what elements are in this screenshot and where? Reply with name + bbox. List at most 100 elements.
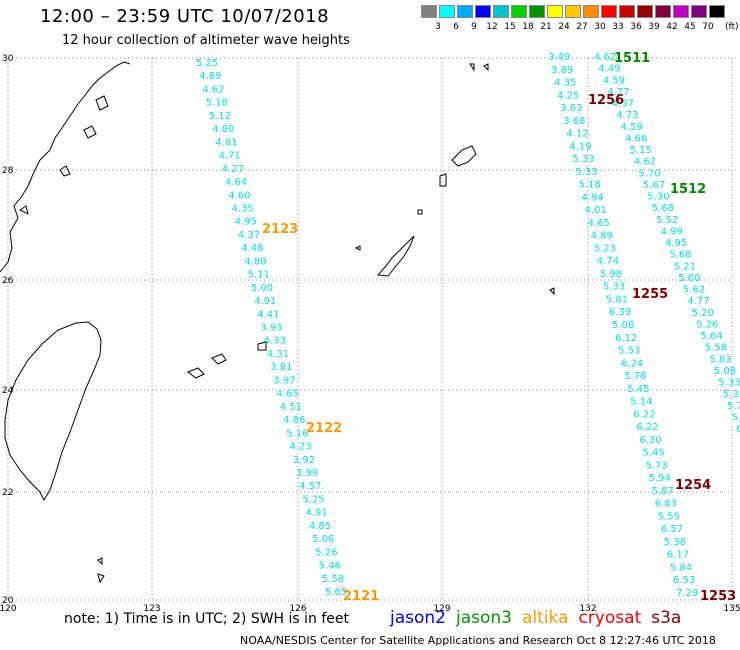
wave-height-value: 5.58 bbox=[322, 574, 344, 585]
wave-height-value: 6 bbox=[736, 424, 740, 435]
legend-label: 15 bbox=[504, 22, 516, 32]
wave-height-value: 4.35 bbox=[554, 78, 576, 89]
wave-height-value: 5.55 bbox=[658, 511, 680, 522]
wave-height-value: 5.98 bbox=[600, 269, 622, 280]
wave-height-value: 4.80 bbox=[212, 124, 234, 135]
legend-swatch bbox=[691, 5, 707, 18]
wave-height-value: 4.91 bbox=[306, 508, 328, 519]
wave-height-value: 4.51 bbox=[280, 402, 302, 413]
wave-height-value: 4.95 bbox=[235, 217, 257, 228]
wave-height-value: 5.7 bbox=[727, 401, 740, 412]
wave-height-value: 5.12 bbox=[209, 111, 231, 122]
wave-height-value: 4.74 bbox=[597, 256, 619, 267]
wave-height-value: 4.62 bbox=[594, 52, 616, 63]
wave-height-value: 5.45 bbox=[627, 384, 649, 395]
wave-height-value: 4.31 bbox=[267, 349, 289, 360]
legend-label: 45 bbox=[684, 22, 696, 32]
longitude-label: 123 bbox=[143, 604, 160, 614]
legend-label: 36 bbox=[630, 22, 642, 32]
wave-height-value: 4.80 bbox=[244, 256, 266, 267]
satellite-cryosat: cryosat bbox=[578, 608, 642, 628]
wave-height-value: 4.89 bbox=[591, 231, 613, 242]
wave-height-value: 6.22 bbox=[633, 409, 655, 420]
wave-height-value: 4.65 bbox=[277, 389, 299, 400]
legend-swatch bbox=[601, 5, 617, 18]
legend-swatch bbox=[421, 5, 437, 18]
wave-height-value: 6.12 bbox=[615, 333, 637, 344]
wave-height-value: 5.33 bbox=[575, 167, 597, 178]
china-coastline bbox=[0, 61, 131, 273]
legend-swatch bbox=[709, 5, 725, 18]
wave-height-value: 4.60 bbox=[228, 190, 250, 201]
wave-height-value: 4.99 bbox=[661, 226, 683, 237]
wave-height-value: 5.11 bbox=[248, 270, 270, 281]
legend-swatch bbox=[511, 5, 527, 18]
wave-height-value: 4.77 bbox=[687, 296, 709, 307]
wave-height-value: 5.06 bbox=[312, 534, 334, 545]
lat-lon-grid bbox=[7, 57, 733, 601]
wave-height-value: 4.59 bbox=[603, 75, 625, 86]
pass-number-label: 1255 bbox=[632, 287, 668, 302]
wave-height-value: 5.68 bbox=[669, 250, 691, 261]
wave-height-value: 3.81 bbox=[270, 362, 292, 373]
satellite-sources: jason2 jason3 altika cryosat s3a bbox=[390, 608, 691, 628]
wave-height-value: 4.33 bbox=[264, 336, 286, 347]
wave-height-value: 4.37 bbox=[612, 99, 634, 110]
wave-height-value: 5.18 bbox=[579, 180, 601, 191]
legend-label: 6 bbox=[453, 22, 459, 32]
wave-height-value: 4.91 bbox=[254, 296, 276, 307]
wave-height-value: 5.76 bbox=[624, 371, 646, 382]
pass-number-label: 1511 bbox=[614, 51, 650, 66]
wave-height-value: 5.45 bbox=[643, 448, 665, 459]
pass-labels: 2123 2122 2121 1511 1512 1256 1255 1254 1253 bbox=[262, 51, 736, 604]
latitude-label: 30 bbox=[2, 54, 14, 64]
wave-height-value: 4.25 bbox=[557, 90, 579, 101]
wave-height-value: 5.21 bbox=[674, 261, 696, 272]
wave-height-value: 4.37 bbox=[238, 230, 260, 241]
pass-number-label: 1512 bbox=[670, 182, 706, 197]
legend-label: (ft) bbox=[725, 22, 739, 32]
wave-height-value: 6.24 bbox=[621, 358, 643, 369]
legend-swatch bbox=[637, 5, 653, 18]
pass-number-label: 2121 bbox=[343, 589, 379, 604]
legend-swatch bbox=[547, 5, 563, 18]
chart-title: 12:00 – 23:59 UTC 10/07/2018 bbox=[40, 6, 330, 27]
latitude-label: 20 bbox=[2, 596, 14, 606]
wave-height-value: 5.26 bbox=[315, 547, 337, 558]
satellite-altika: altika bbox=[522, 608, 569, 628]
latitude-label: 24 bbox=[2, 386, 14, 396]
wave-height-value: 4.12 bbox=[566, 129, 588, 140]
legend-label: 39 bbox=[648, 22, 660, 32]
legend-label: 30 bbox=[594, 22, 606, 32]
latitude-label: 22 bbox=[2, 488, 13, 498]
legend-label: 21 bbox=[540, 22, 552, 32]
wave-height-value: 5.94 bbox=[649, 473, 671, 484]
amami-outline bbox=[451, 145, 477, 167]
wave-height-value: 5.33 bbox=[572, 154, 594, 165]
wave-height-value: 4.85 bbox=[309, 521, 331, 532]
legend-label: 24 bbox=[558, 22, 570, 32]
wave-height-value: 5.08 bbox=[714, 366, 736, 377]
wave-height-value: 4.62 bbox=[634, 157, 656, 168]
wave-height-value: 5.73 bbox=[646, 460, 668, 471]
wave-height-value: 5.00 bbox=[251, 283, 273, 294]
satellite-jason3: jason3 bbox=[456, 608, 512, 628]
wave-height-value: 4.73 bbox=[616, 110, 638, 121]
wave-height-value: 5.18 bbox=[206, 98, 228, 109]
wave-height-value: 6.17 bbox=[667, 550, 689, 561]
wave-height-value: 5.08 bbox=[612, 320, 634, 331]
legend-swatch bbox=[565, 5, 581, 18]
longitude-label: 135 bbox=[723, 604, 740, 614]
wave-height-value: 4.48 bbox=[241, 243, 263, 254]
wave-height-value: 5.62 bbox=[683, 285, 705, 296]
wave-height-value: 3.68 bbox=[563, 116, 585, 127]
legend-label: 3 bbox=[435, 22, 441, 32]
wave-height-value: 4.59 bbox=[621, 122, 643, 133]
legend-label: 27 bbox=[576, 22, 588, 32]
track-b: 3.49 3.89 4.354.25 3.63 3.68 4.124.19 5.33 5.33… bbox=[548, 52, 698, 599]
satellite-jason2: jason2 bbox=[390, 608, 446, 628]
wave-height-value: 4.95 bbox=[665, 238, 687, 249]
okinawa-outline bbox=[376, 235, 415, 277]
wave-height-value: 5.68 bbox=[652, 203, 674, 214]
wave-height-value: 5.16 bbox=[286, 428, 308, 439]
